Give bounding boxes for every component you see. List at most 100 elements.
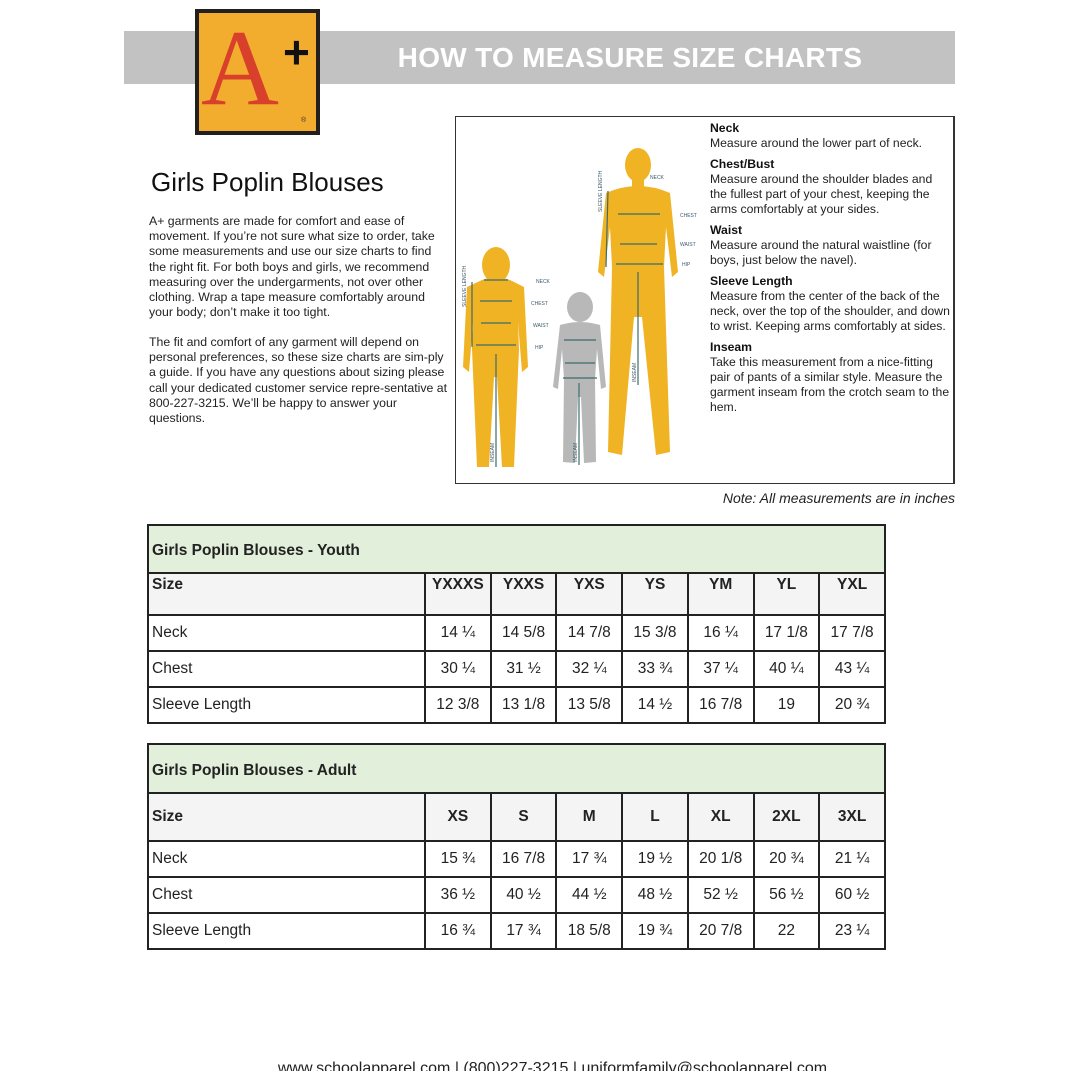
measure-inseam: Inseam Take this measurement from a nice-… (710, 340, 950, 414)
intro-paragraph: The fit and comfort of any garment will … (149, 335, 447, 426)
column-header: 2XL (752, 792, 821, 842)
label-inseam: INSEAM (490, 443, 496, 462)
measure-chest: Chest/Bust Measure around the shoulder bl… (710, 157, 933, 216)
measure-lines (471, 190, 663, 467)
table-cell: 16 7/8 (686, 686, 755, 724)
column-header: YXS (555, 572, 624, 616)
row-label: Chest (147, 650, 426, 688)
column-header: YXL (818, 572, 886, 616)
table-cell: 60 ½ (818, 876, 886, 914)
column-header: 3XL (818, 792, 886, 842)
table-cell: 19 ½ (621, 840, 689, 878)
table-row: Neck 14 ¼ 14 5/8 14 7/8 15 3/8 16 ¼ 17 1/8 17 7… (147, 614, 886, 652)
label-hip: HIP (682, 262, 691, 268)
column-header: M (555, 792, 624, 842)
column-header: XS (424, 792, 492, 842)
table-cell: 17 1/8 (752, 614, 821, 652)
label-neck: NECK (536, 279, 551, 285)
logo-registered: ® (301, 117, 307, 124)
table-cell: 43 ¼ (818, 650, 886, 688)
brand-logo: A + ® (195, 9, 320, 135)
measurement-instructions: Neck Measure around the lower part of nec… (710, 121, 952, 415)
table-cell: 15 ¾ (424, 840, 492, 878)
label-inseam: INSEAM (632, 363, 638, 382)
column-header: Size (147, 792, 426, 842)
table-cell: 18 5/8 (555, 912, 624, 950)
table-cell: 13 1/8 (489, 686, 558, 724)
table-cell: 48 ½ (621, 876, 689, 914)
table-cell: 14 ¼ (424, 614, 492, 652)
table-cell: 22 (752, 912, 821, 950)
column-header: YL (752, 572, 821, 616)
table-cell: 52 ½ (686, 876, 755, 914)
logo-plus: + (283, 26, 310, 78)
table-cell: 20 1/8 (686, 840, 755, 878)
table-cell: 33 ¾ (621, 650, 689, 688)
table-row: Chest 30 ¼ 31 ½ 32 ¼ 33 ¾ 37 ¼ 40 ¼ 43 ¼ (147, 650, 886, 688)
table-cell: 20 ¾ (818, 686, 886, 724)
adult-size-table: Girls Poplin Blouses - Adult Size XS S M L XL 2… (147, 743, 886, 950)
logo-letter: A (201, 9, 279, 128)
column-header: S (489, 792, 558, 842)
row-label: Sleeve Length (147, 912, 426, 950)
column-header: YXXXS (424, 572, 492, 616)
table-row: Chest 36 ½ 40 ½ 44 ½ 48 ½ 52 ½ 56 ½ 60 ½ (147, 876, 886, 914)
page-title: Girls Poplin Blouses (151, 167, 384, 197)
measure-neck: Neck Measure around the lower part of nec… (710, 121, 923, 150)
table-cell: 13 5/8 (555, 686, 624, 724)
column-header: YS (621, 572, 689, 616)
table-cell: 16 ¾ (424, 912, 492, 950)
table-cell: 19 (752, 686, 821, 724)
table-cell: 23 ¼ (818, 912, 886, 950)
table-cell: 16 ¼ (686, 614, 755, 652)
column-header: YM (686, 572, 755, 616)
table-cell: 16 7/8 (489, 840, 558, 878)
table-cell: 19 ¾ (621, 912, 689, 950)
label-chest: CHEST (531, 301, 548, 307)
table-cell: 17 ¾ (555, 840, 624, 878)
measure-waist: Waist Measure around the natural waistlin… (710, 223, 932, 267)
measurement-figure: NECK CHEST WAIST HIP NECK CHEST WAIST HI… (455, 116, 955, 484)
label-sleeve: SLEEVE LENGTH (462, 265, 468, 307)
column-header: XL (686, 792, 755, 842)
man-silhouette (598, 148, 678, 455)
table-cell: 56 ½ (752, 876, 821, 914)
footer-contact: www.schoolapparel.com | (800)227-3215 | … (277, 1060, 828, 1071)
table-cell: 40 ¼ (752, 650, 821, 688)
row-label: Neck (147, 840, 426, 878)
table-cell: 12 3/8 (424, 686, 492, 724)
label-chest: CHEST (680, 213, 697, 219)
table-cell: 14 7/8 (555, 614, 624, 652)
table-title: Girls Poplin Blouses - Youth (147, 524, 886, 574)
row-label: Neck (147, 614, 426, 652)
table-cell: 20 ¾ (752, 840, 821, 878)
units-note: Note: All measurements are in inches (722, 490, 955, 506)
label-neck: NECK (650, 175, 665, 181)
column-header: L (621, 792, 689, 842)
table-header-row: Size XS S M L XL 2XL 3XL (147, 792, 886, 842)
measure-sleeve: Sleeve Length Measure from the center of … (710, 274, 950, 333)
table-cell: 14 5/8 (489, 614, 558, 652)
label-waist: WAIST (533, 323, 549, 329)
table-cell: 17 ¾ (489, 912, 558, 950)
table-cell: 31 ½ (489, 650, 558, 688)
row-label: Chest (147, 876, 426, 914)
table-row: Neck 15 ¾ 16 7/8 17 ¾ 19 ½ 20 1/8 20 ¾ 21 ¼ (147, 840, 886, 878)
table-row: Sleeve Length 12 3/8 13 1/8 13 5/8 14 ½ 16 7/… (147, 686, 886, 724)
table-header-row: Size YXXXS YXXS YXS YS YM YL YXL (147, 572, 886, 616)
row-label: Sleeve Length (147, 686, 426, 724)
table-cell: 36 ½ (424, 876, 492, 914)
label-sleeve: SLEEVE LENGTH (598, 170, 604, 212)
table-cell: 15 3/8 (621, 614, 689, 652)
table-cell: 37 ¼ (686, 650, 755, 688)
column-header: YXXS (489, 572, 558, 616)
table-title: Girls Poplin Blouses - Adult (147, 743, 886, 794)
table-cell: 40 ½ (489, 876, 558, 914)
label-inseam: INSEAM (573, 443, 579, 462)
table-cell: 20 7/8 (686, 912, 755, 950)
label-hip: HIP (535, 345, 544, 351)
table-cell: 17 7/8 (818, 614, 886, 652)
column-header: Size (147, 572, 426, 616)
header-title: HOW TO MEASURE SIZE CHARTS (397, 42, 863, 73)
table-cell: 44 ½ (555, 876, 624, 914)
